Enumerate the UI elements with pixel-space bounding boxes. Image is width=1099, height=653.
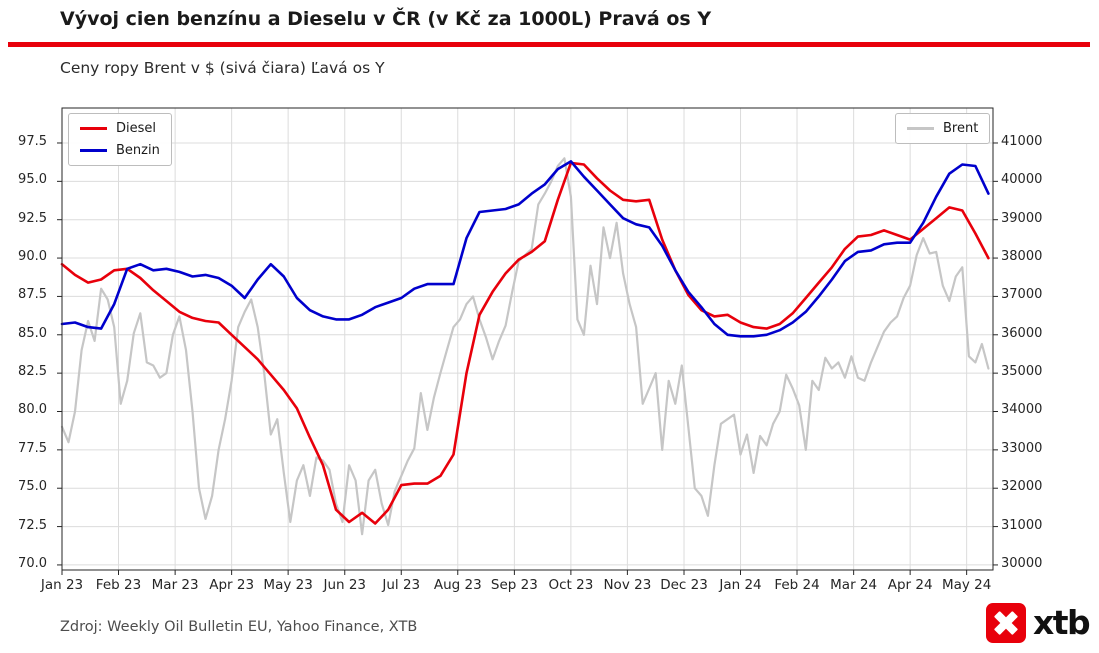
- y-axis-left-labels: 70.0 72.5 75.0 77.5 80.0 82.5 85.0 87.5 90.0 92.5…: [0, 0, 55, 653]
- x-tick-label: Mar 24: [830, 577, 878, 593]
- xtb-logo-text: xtb: [1033, 603, 1091, 642]
- legend-item-diesel: Diesel: [80, 121, 160, 136]
- x-axis-labels: Jan 23 Feb 23 Mar 23 Apr 23 May 23 Jun 23 Jul …: [0, 577, 1099, 599]
- legend-item-brent: Brent: [907, 121, 978, 136]
- y-tick-right: 32000: [1001, 479, 1043, 495]
- y-tick-left: 97.5: [18, 133, 47, 149]
- x-tick-label: May 24: [941, 577, 992, 593]
- x-tick-label: Sep 23: [490, 577, 538, 593]
- x-tick-label: Apr 23: [209, 577, 255, 593]
- xtb-logo-mark-icon: [986, 603, 1026, 643]
- diesel-line-swatch: [80, 127, 107, 130]
- source-note: Zdroj: Weekly Oil Bulletin EU, Yahoo Fin…: [60, 619, 418, 635]
- y-tick-right: 35000: [1001, 364, 1043, 380]
- y-tick-right: 40000: [1001, 172, 1043, 188]
- benzin-line-swatch: [80, 149, 107, 152]
- y-tick-right: 36000: [1001, 325, 1043, 341]
- x-tick-label: Jul 23: [382, 577, 421, 593]
- legend-label-diesel: Diesel: [116, 121, 157, 136]
- y-tick-right: 39000: [1001, 210, 1043, 226]
- chart-subtitle: Ceny ropy Brent v $ (sivá čiara) Ľavá os…: [60, 59, 385, 77]
- y-tick-left: 72.5: [18, 517, 47, 533]
- y-tick-left: 82.5: [18, 364, 47, 380]
- x-tick-label: Jan 24: [719, 577, 762, 593]
- y-tick-right: 37000: [1001, 287, 1043, 303]
- x-tick-label: Feb 23: [95, 577, 142, 593]
- x-tick-label: Oct 23: [548, 577, 594, 593]
- y-tick-left: 90.0: [18, 249, 47, 265]
- legend-label-benzin: Benzin: [116, 143, 160, 158]
- x-tick-label: May 23: [263, 577, 313, 593]
- x-tick-label: Apr 24: [887, 577, 933, 593]
- legend-label-brent: Brent: [943, 121, 979, 136]
- x-tick-label: Aug 23: [433, 577, 482, 593]
- y-tick-right: 41000: [1001, 133, 1043, 149]
- y-tick-right: 33000: [1001, 440, 1043, 456]
- y-tick-left: 87.5: [18, 287, 47, 303]
- x-tick-label: Feb 24: [774, 577, 820, 593]
- y-axis-right-labels: 30000 31000 32000 33000 34000 35000 36000 37000…: [1001, 0, 1091, 653]
- x-tick-label: Mar 23: [151, 577, 199, 593]
- title-accent-rule: [8, 42, 1090, 47]
- page-title: Vývoj cien benzínu a Dieselu v ČR (v Kč …: [60, 8, 712, 30]
- y-tick-left: 75.0: [18, 479, 47, 495]
- legend-fuel: Diesel Benzin: [68, 113, 172, 166]
- x-tick-label: Jun 23: [323, 577, 367, 593]
- x-tick-label: Dec 23: [660, 577, 708, 593]
- brent-line-swatch: [907, 127, 934, 130]
- y-tick-left: 95.0: [18, 172, 47, 188]
- y-tick-left: 70.0: [18, 555, 47, 571]
- y-tick-right: 34000: [1001, 402, 1043, 418]
- y-tick-left: 92.5: [18, 210, 47, 226]
- xtb-logo: xtb: [986, 603, 1091, 643]
- y-tick-left: 77.5: [18, 440, 47, 456]
- y-tick-right: 30000: [1001, 555, 1043, 571]
- y-tick-right: 38000: [1001, 249, 1043, 265]
- x-tick-label: Nov 23: [603, 577, 652, 593]
- legend-brent: Brent: [895, 113, 991, 144]
- y-tick-right: 31000: [1001, 517, 1043, 533]
- y-tick-left: 85.0: [18, 325, 47, 341]
- legend-item-benzin: Benzin: [80, 143, 160, 158]
- x-tick-label: Jan 23: [40, 577, 84, 593]
- y-tick-left: 80.0: [18, 402, 47, 418]
